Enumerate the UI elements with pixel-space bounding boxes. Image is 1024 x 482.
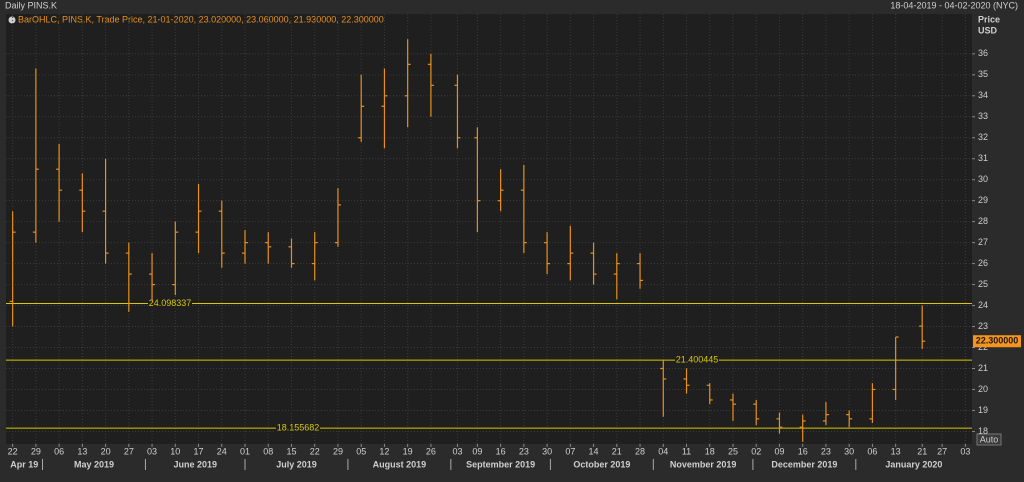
y-axis-label: Price <box>978 14 1000 24</box>
x-tick-label: 16 <box>798 446 808 456</box>
x-tick-label: 29 <box>333 446 343 456</box>
y-axis-unit: USD <box>978 25 998 35</box>
x-tick-label: 24 <box>217 446 227 456</box>
month-label: Apr 19 <box>10 459 38 469</box>
x-tick-label: 25 <box>728 446 738 456</box>
y-tick-label: 19 <box>978 405 988 415</box>
x-tick-label: 14 <box>589 446 599 456</box>
x-tick-label: 02 <box>751 446 761 456</box>
x-tick-label: 03 <box>147 446 157 456</box>
x-tick-label: 28 <box>635 446 645 456</box>
x-tick-label: 30 <box>844 446 854 456</box>
x-tick-label: 03 <box>960 446 970 456</box>
x-tick-label: 10 <box>170 446 180 456</box>
y-tick-label: 18 <box>978 426 988 436</box>
month-label: October 2019 <box>573 459 630 469</box>
x-tick-label: 13 <box>891 446 901 456</box>
x-tick-label: 07 <box>565 446 575 456</box>
level-label-bg <box>675 355 719 366</box>
month-label: January 2020 <box>885 459 942 469</box>
month-label: August 2019 <box>373 459 427 469</box>
level-label-bg <box>148 298 192 309</box>
y-tick-label: 25 <box>978 279 988 289</box>
last-price-label: 22.300000 <box>976 336 1019 346</box>
y-tick-label: 34 <box>978 90 988 100</box>
x-tick-label: 09 <box>774 446 784 456</box>
y-tick-label: 35 <box>978 69 988 79</box>
x-tick-label: 23 <box>519 446 529 456</box>
x-tick-label: 22 <box>310 446 320 456</box>
y-tick-label: 26 <box>978 258 988 268</box>
x-tick-label: 21 <box>917 446 927 456</box>
x-tick-label: 29 <box>31 446 41 456</box>
x-tick-label: 11 <box>682 446 691 456</box>
month-label: November 2019 <box>670 459 737 469</box>
month-label: May 2019 <box>74 459 114 469</box>
x-tick-label: 27 <box>937 446 947 456</box>
month-label: September 2019 <box>466 459 535 469</box>
month-label: July 2019 <box>276 459 317 469</box>
x-tick-label: 30 <box>542 446 552 456</box>
level-label: 24.098337 <box>149 298 192 308</box>
y-tick-label: 36 <box>978 48 988 58</box>
level-label: 21.400445 <box>676 354 719 364</box>
y-tick-label: 24 <box>978 300 988 310</box>
plot-area <box>6 14 972 444</box>
x-tick-label: 08 <box>263 446 273 456</box>
legend: BarOHLC, PINS.K, Trade Price, 21-01-2020… <box>18 14 384 24</box>
legend-icon <box>8 16 16 24</box>
x-tick-label: 04 <box>658 446 668 456</box>
x-tick-label: 06 <box>867 446 877 456</box>
x-tick-label: 15 <box>286 446 296 456</box>
x-tick-label: 19 <box>403 446 413 456</box>
y-tick-label: 28 <box>978 216 988 226</box>
x-tick-label: 18 <box>705 446 715 456</box>
y-tick-label: 20 <box>978 384 988 394</box>
x-tick-label: 03 <box>452 446 462 456</box>
level-label: 18.155682 <box>277 423 320 433</box>
x-tick-label: 01 <box>240 446 250 456</box>
x-tick-label: 26 <box>426 446 436 456</box>
y-tick-label: 31 <box>978 153 988 163</box>
x-tick-label: 09 <box>472 446 482 456</box>
y-tick-label: 30 <box>978 174 988 184</box>
y-tick-label: 21 <box>978 363 988 373</box>
x-tick-label: 12 <box>379 446 389 456</box>
y-tick-label: 27 <box>978 237 988 247</box>
x-tick-label: 06 <box>54 446 64 456</box>
level-label-bg <box>276 423 320 434</box>
month-label: June 2019 <box>173 459 217 469</box>
x-tick-label: 21 <box>612 446 622 456</box>
scale-button[interactable] <box>976 433 1002 446</box>
month-label: December 2019 <box>771 459 837 469</box>
chart-title: Daily PINS.K <box>5 0 57 10</box>
x-tick-label: 22 <box>8 446 18 456</box>
y-tick-label: 29 <box>978 195 988 205</box>
x-tick-label: 27 <box>124 446 134 456</box>
last-price-tag <box>973 335 1021 348</box>
scale-mode[interactable]: Auto <box>980 434 999 444</box>
y-tick-label: 33 <box>978 111 988 121</box>
x-tick-label: 23 <box>821 446 831 456</box>
x-tick-label: 16 <box>496 446 506 456</box>
x-tick-label: 05 <box>356 446 366 456</box>
y-tick-label: 23 <box>978 321 988 331</box>
x-tick-label: 13 <box>77 446 87 456</box>
date-range: 18-04-2019 - 04-02-2020 (NYC) <box>890 0 1018 10</box>
x-tick-label: 20 <box>101 446 111 456</box>
y-tick-label: 32 <box>978 132 988 142</box>
x-tick-label: 17 <box>194 446 204 456</box>
